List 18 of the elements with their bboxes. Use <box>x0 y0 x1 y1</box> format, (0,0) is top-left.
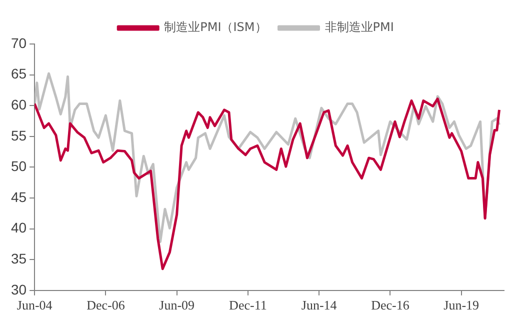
x-tick-label: Dec-16 <box>371 298 410 313</box>
y-tick-label: 40 <box>10 220 27 236</box>
x-tick-label: Jun-04 <box>16 298 53 313</box>
x-tick-label: Jun-14 <box>301 298 338 313</box>
legend-label: 非制造业PMI <box>324 20 394 34</box>
x-tick-label: Jun-09 <box>159 298 195 313</box>
y-tick-label: 30 <box>10 281 27 298</box>
y-tick-label: 50 <box>10 158 27 174</box>
y-tick-label: 55 <box>10 127 27 144</box>
x-tick-label: Dec-06 <box>86 298 126 313</box>
legend-label: 制造业PMI（ISM） <box>164 20 267 34</box>
x-tick-label: Dec-11 <box>229 298 267 313</box>
y-tick-label: 60 <box>10 96 27 112</box>
y-tick-label: 45 <box>10 188 27 205</box>
y-tick-label: 65 <box>10 66 27 82</box>
y-tick-label: 70 <box>10 34 27 51</box>
x-tick-label: Jun-19 <box>444 298 480 313</box>
y-tick-label: 35 <box>10 250 27 266</box>
